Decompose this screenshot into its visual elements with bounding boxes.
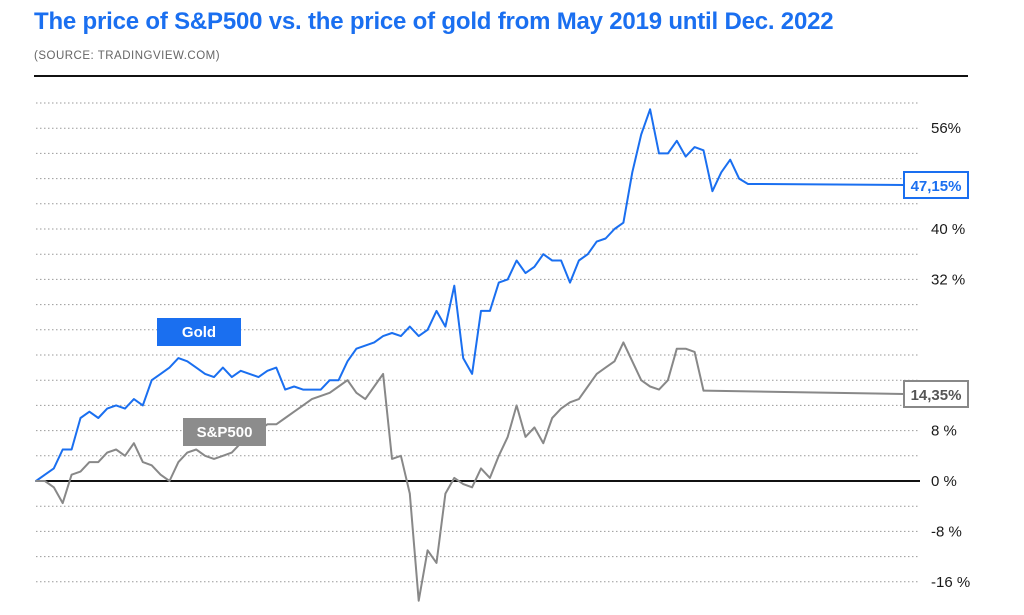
y-tick-label: -8 % <box>931 523 962 540</box>
y-tick-label: 40 % <box>931 221 965 238</box>
gridlines <box>36 102 920 583</box>
gold-legend-label: Gold <box>182 324 216 341</box>
sp500-end-value: 14,35% <box>911 387 962 404</box>
series-line-gold <box>35 108 749 482</box>
gold-end-value: 47,15% <box>911 178 962 195</box>
sp500-end-value-box <box>903 380 969 408</box>
series-lines <box>35 108 749 602</box>
chart-source: (SOURCE: TRADINGVIEW.COM) <box>34 50 221 62</box>
series-line-sp500 <box>35 341 705 602</box>
sp500-legend-label: S&P500 <box>197 424 253 441</box>
sp500-legend-tag <box>183 418 266 446</box>
y-tick-label: -16 % <box>931 574 970 591</box>
gold-end-value-box <box>903 171 969 199</box>
gold-end-connector <box>747 182 905 186</box>
y-tick-label: 32 % <box>931 271 965 288</box>
title-divider <box>34 75 968 77</box>
y-tick-label: 56% <box>931 120 961 137</box>
y-tick-label: 0 % <box>931 473 957 490</box>
chart-title: The price of S&P500 vs. the price of gol… <box>34 8 834 35</box>
gold-legend-tag <box>157 318 241 346</box>
sp500-end-connector <box>703 389 905 395</box>
y-axis-ticks: 56% 40 % 32 % 8 % 0 % -8 % -16 % <box>931 120 970 591</box>
series-labels: Gold S&P500 47,15% 14,35% <box>157 171 969 446</box>
y-tick-label: 8 % <box>931 423 957 440</box>
